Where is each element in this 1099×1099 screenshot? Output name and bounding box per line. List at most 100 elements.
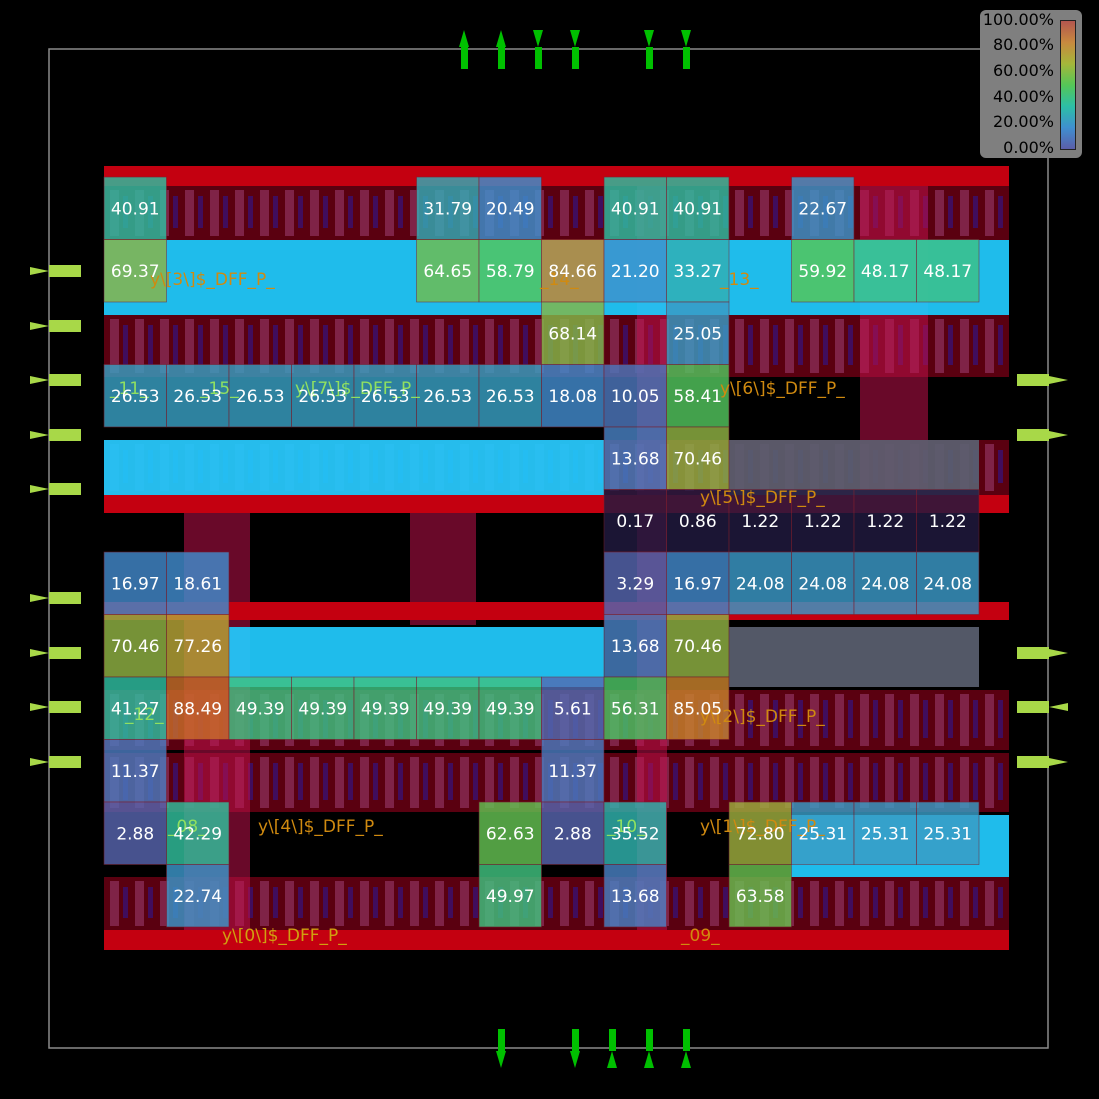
- metal-stripe: [335, 319, 344, 373]
- density-cell: [228, 676, 292, 740]
- density-value: 13.68: [611, 887, 660, 907]
- via-stripe: [848, 887, 853, 918]
- metal-stripe: [685, 881, 694, 926]
- density-value: 70.46: [111, 637, 160, 657]
- via-stripe: [473, 887, 478, 918]
- via-stripe: [398, 196, 403, 228]
- metal-stripe: [760, 190, 769, 236]
- via-stripe: [123, 325, 128, 365]
- via-stripe: [523, 763, 528, 800]
- density-value: 20.49: [486, 199, 535, 219]
- metal-stripe: [810, 757, 819, 808]
- via-stripe: [823, 763, 828, 800]
- density-value: 0.86: [679, 512, 717, 532]
- pin-left: [49, 374, 81, 386]
- metal-stripe: [960, 694, 969, 746]
- via-stripe: [898, 887, 903, 918]
- metal-stripe: [910, 757, 919, 808]
- density-cell: [666, 301, 730, 365]
- metal-stripe: [910, 881, 919, 926]
- metal-stripe: [810, 694, 819, 746]
- density-cell: [916, 489, 980, 553]
- via-stripe: [948, 887, 953, 918]
- density-cell: [353, 364, 417, 428]
- via-stripe: [198, 196, 203, 228]
- density-cell: [103, 739, 167, 803]
- pin-arrow: [1049, 431, 1068, 439]
- via-stripe: [298, 763, 303, 800]
- density-cell: [541, 801, 605, 865]
- via-stripe: [373, 887, 378, 918]
- metal-stripe: [585, 881, 594, 926]
- pin-right: [1017, 374, 1049, 386]
- metal-stripe: [535, 757, 544, 808]
- instance-name: _13_: [719, 270, 759, 290]
- via-stripe: [148, 887, 153, 918]
- metal-stripe: [860, 881, 869, 926]
- density-cell: [728, 551, 792, 615]
- density-cell: [478, 801, 542, 865]
- density-value: 49.39: [423, 699, 472, 719]
- metal-stripe: [735, 319, 744, 373]
- metal-stripe: [435, 881, 444, 926]
- via-stripe: [748, 196, 753, 228]
- pin-top: [646, 47, 653, 69]
- density-value: 1.22: [741, 512, 779, 532]
- density-value: 1.22: [929, 512, 967, 532]
- pin-right: [1017, 647, 1049, 659]
- density-value: 26.53: [423, 387, 472, 407]
- density-value: 49.39: [236, 699, 285, 719]
- instance-name: y\[6\]$_DFF_P_: [720, 379, 845, 399]
- via-stripe: [998, 325, 1003, 365]
- instance-name: _09_: [680, 926, 720, 946]
- pin-top: [683, 47, 690, 69]
- metal-stripe: [960, 757, 969, 808]
- metal-stripe: [110, 319, 119, 373]
- metal-stripe: [835, 319, 844, 373]
- via-stripe: [148, 325, 153, 365]
- metal-stripe: [760, 694, 769, 746]
- via-stripe: [323, 325, 328, 365]
- pin-arrow: [30, 376, 49, 384]
- density-cell: [478, 676, 542, 740]
- via-stripe: [748, 325, 753, 365]
- via-stripe: [873, 763, 878, 800]
- via-stripe: [423, 887, 428, 918]
- density-value: 24.08: [861, 574, 910, 594]
- density-value: 49.39: [486, 699, 535, 719]
- via-stripe: [798, 887, 803, 918]
- metal-stripe: [360, 881, 369, 926]
- density-value: 49.97: [486, 887, 535, 907]
- pin-arrow: [459, 30, 469, 47]
- density-cell: [166, 551, 230, 615]
- via-stripe: [623, 763, 628, 800]
- pin-arrow: [30, 649, 49, 657]
- instance-name: _11_: [109, 379, 149, 399]
- metal-stripe: [760, 319, 769, 373]
- density-value: 10.05: [611, 387, 660, 407]
- via-stripe: [448, 887, 453, 918]
- via-stripe: [348, 763, 353, 800]
- legend-label: 0.00%: [1003, 138, 1054, 157]
- via-stripe: [273, 763, 278, 800]
- metal-stripe: [610, 757, 619, 808]
- density-value: 2.88: [554, 824, 592, 844]
- density-value: 26.53: [236, 387, 285, 407]
- instance-name: y\[0\]$_DFF_P_: [222, 926, 347, 946]
- pin-arrow: [644, 30, 654, 47]
- pin-arrow: [30, 431, 49, 439]
- legend-label: 20.00%: [992, 112, 1054, 131]
- density-value: 26.53: [173, 387, 222, 407]
- density-value: 22.74: [173, 887, 222, 907]
- metal-stripe: [835, 757, 844, 808]
- density-cell: [791, 176, 855, 240]
- density-value: 13.68: [611, 637, 660, 657]
- pin-left: [49, 756, 81, 768]
- metal-stripe: [260, 757, 269, 808]
- cell-row-fill: [104, 877, 1009, 930]
- metal-stripe: [260, 319, 269, 373]
- density-value: 11.37: [548, 762, 597, 782]
- metal-stripe: [235, 190, 244, 236]
- metal-stripe: [535, 319, 544, 373]
- pin-arrow: [681, 1051, 691, 1068]
